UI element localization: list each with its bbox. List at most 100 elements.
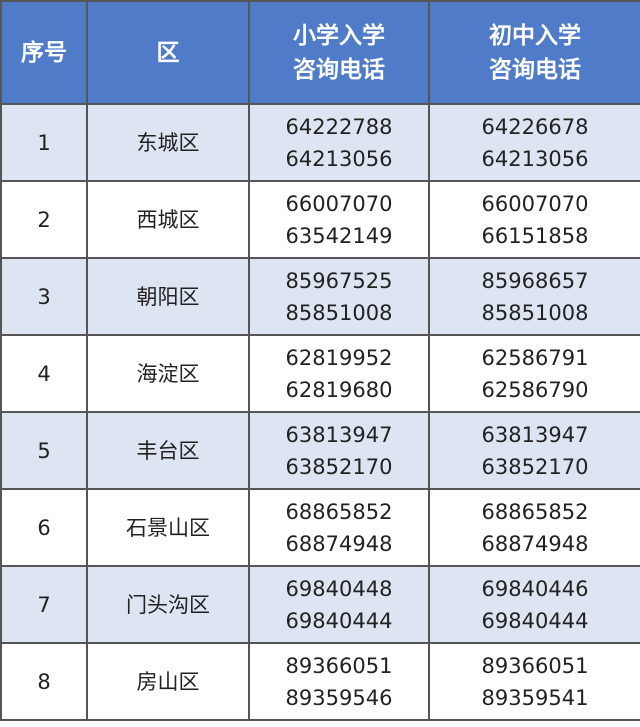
cell-line: 5: [37, 438, 51, 463]
table-cell: 85967525 85851008: [248, 257, 430, 336]
cell-line: 2: [37, 207, 51, 232]
table-cell: 东城区: [86, 103, 250, 182]
table-cell: 石景山区: [86, 488, 250, 567]
cell-line: 69840446: [481, 576, 589, 601]
cell-line: 门头沟区: [126, 592, 210, 617]
cell-line: 68865852: [285, 499, 393, 524]
cell-line: 89359546: [285, 685, 393, 710]
cell-line: 69840444: [481, 608, 589, 633]
header-cell: 初中入学 咨询电话: [428, 0, 640, 105]
cell-line: 6: [37, 515, 51, 540]
table-cell: 89366051 89359546: [248, 642, 430, 721]
cell-line: 石景山区: [126, 515, 210, 540]
cell-line: 东城区: [136, 130, 200, 155]
table-cell: 68865852 68874948: [428, 488, 640, 567]
table-cell: 丰台区: [86, 411, 250, 490]
table-row: 8 房山区 89366051 89359546 89366051 89359541: [0, 642, 640, 721]
header-row: 序号区小学入学 咨询电话 初中入学 咨询电话: [0, 0, 640, 105]
table-row: 2 西城区 66007070 63542149 66007070 66151858: [0, 180, 640, 259]
cell-line: 初中入学: [489, 22, 581, 49]
table-cell: 69840446 69840444: [428, 565, 640, 644]
cell-line: 85968657: [481, 268, 589, 293]
table-cell: 68865852 68874948: [248, 488, 430, 567]
table-cell: 8: [0, 642, 88, 721]
header-cell: 序号: [0, 0, 88, 105]
cell-line: 66151858: [481, 223, 589, 248]
cell-line: 85967525: [285, 268, 393, 293]
table-cell: 7: [0, 565, 88, 644]
table-cell: 62819952 62819680: [248, 334, 430, 413]
cell-line: 序号: [21, 39, 67, 66]
table-cell: 69840448 69840444: [248, 565, 430, 644]
table-cell: 西城区: [86, 180, 250, 259]
table-cell: 62586791 62586790: [428, 334, 640, 413]
table-cell: 2: [0, 180, 88, 259]
table-cell: 海淀区: [86, 334, 250, 413]
table-cell: 64222788 64213056: [248, 103, 430, 182]
table-cell: 1: [0, 103, 88, 182]
cell-line: 85851008: [481, 300, 589, 325]
table-cell: 63813947 63852170: [428, 411, 640, 490]
header-cell: 小学入学 咨询电话: [248, 0, 430, 105]
table-cell: 朝阳区: [86, 257, 250, 336]
table-cell: 85968657 85851008: [428, 257, 640, 336]
table-row: 5 丰台区 63813947 63852170 63813947 63852170: [0, 411, 640, 490]
cell-line: 64222788: [285, 114, 393, 139]
cell-line: 62819680: [285, 377, 393, 402]
cell-line: 63542149: [285, 223, 393, 248]
cell-line: 63813947: [285, 422, 393, 447]
table-row: 6 石景山区 68865852 68874948 68865852 68874948: [0, 488, 640, 567]
table-cell: 4: [0, 334, 88, 413]
cell-line: 丰台区: [136, 438, 200, 463]
cell-line: 朝阳区: [136, 284, 200, 309]
cell-line: 3: [37, 284, 51, 309]
cell-line: 68874948: [285, 531, 393, 556]
table-body: 1 东城区 64222788 64213056 64226678 64213056 2 西城区…: [0, 103, 640, 721]
table-row: 4 海淀区 62819952 62819680 62586791 62586790: [0, 334, 640, 413]
cell-line: 咨询电话: [489, 56, 581, 83]
cell-line: 62819952: [285, 345, 393, 370]
cell-line: 64213056: [285, 146, 393, 171]
cell-line: 89366051: [285, 653, 393, 678]
cell-line: 69840448: [285, 576, 393, 601]
cell-line: 64226678: [481, 114, 589, 139]
cell-line: 66007070: [481, 191, 589, 216]
table-row: 1 东城区 64222788 64213056 64226678 64213056: [0, 103, 640, 182]
cell-line: 房山区: [136, 669, 200, 694]
table-cell: 66007070 63542149: [248, 180, 430, 259]
table-cell: 5: [0, 411, 88, 490]
table-cell: 房山区: [86, 642, 250, 721]
table-cell: 64226678 64213056: [428, 103, 640, 182]
cell-line: 区: [156, 39, 180, 66]
cell-line: 89366051: [481, 653, 589, 678]
cell-line: 1: [37, 130, 51, 155]
cell-line: 西城区: [136, 207, 200, 232]
cell-line: 63852170: [285, 454, 393, 479]
cell-line: 62586790: [481, 377, 589, 402]
cell-line: 64213056: [481, 146, 589, 171]
cell-line: 68865852: [481, 499, 589, 524]
cell-line: 海淀区: [136, 361, 200, 386]
table-cell: 6: [0, 488, 88, 567]
cell-line: 89359541: [481, 685, 589, 710]
cell-line: 63852170: [481, 454, 589, 479]
cell-line: 小学入学: [293, 22, 385, 49]
table-row: 7 门头沟区 69840448 69840444 69840446 69840444: [0, 565, 640, 644]
cell-line: 4: [37, 361, 51, 386]
header-cell: 区: [86, 0, 250, 105]
cell-line: 69840444: [285, 608, 393, 633]
table-cell: 3: [0, 257, 88, 336]
cell-line: 7: [37, 592, 51, 617]
cell-line: 85851008: [285, 300, 393, 325]
cell-line: 咨询电话: [293, 56, 385, 83]
cell-line: 62586791: [481, 345, 589, 370]
table-cell: 66007070 66151858: [428, 180, 640, 259]
cell-line: 66007070: [285, 191, 393, 216]
cell-line: 8: [37, 669, 51, 694]
table-cell: 63813947 63852170: [248, 411, 430, 490]
table-cell: 89366051 89359541: [428, 642, 640, 721]
table-cell: 门头沟区: [86, 565, 250, 644]
cell-line: 63813947: [481, 422, 589, 447]
